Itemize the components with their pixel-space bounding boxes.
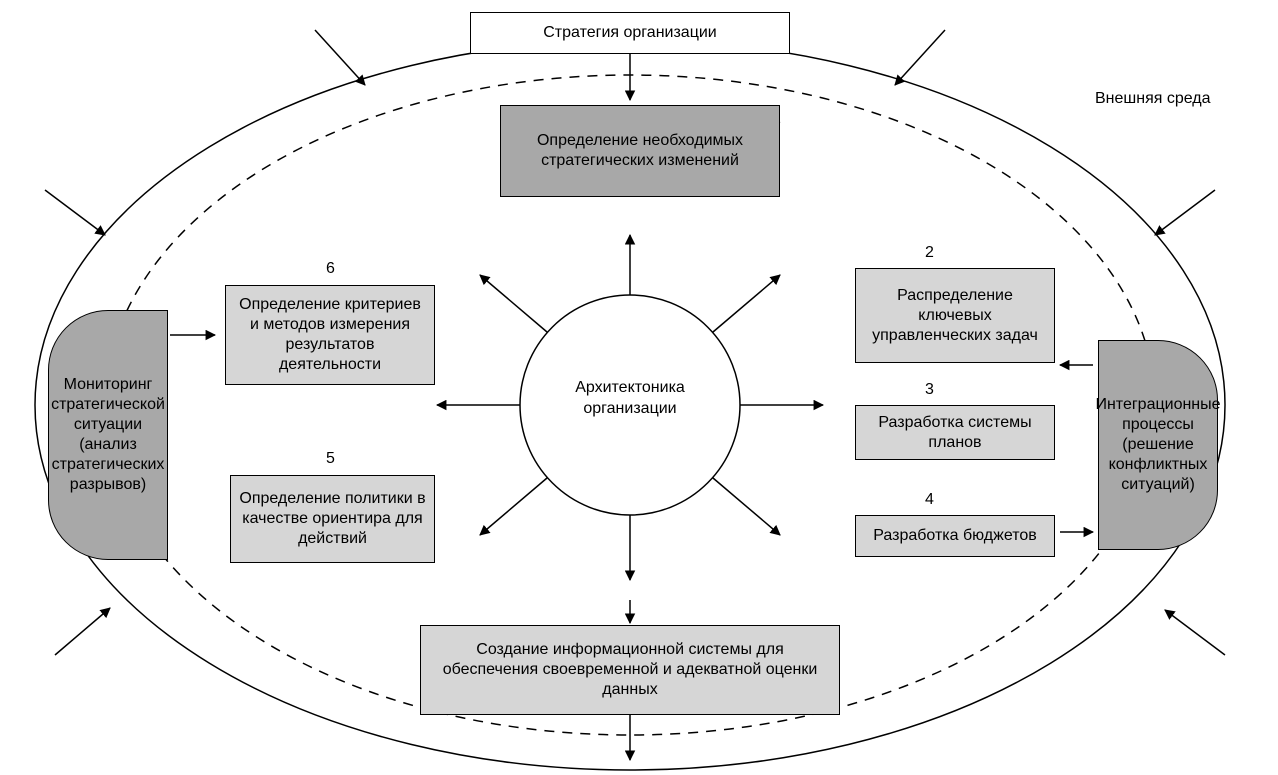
strategy-box: Стратегия организации [470,12,790,54]
node-5-label: Определение политики в качестве ориентир… [239,489,426,549]
node-6: Определение критериев и методов измерени… [225,285,435,385]
info-system-box: Создание информационной системы для обес… [420,625,840,715]
num-2: 2 [925,244,934,262]
right-integration-label: Интеграционные процессы (решение конфлик… [1095,395,1220,495]
left-monitoring-label: Мониторинг стратегической ситуации (анал… [51,375,165,495]
info-system-label: Создание информационной системы для обес… [429,640,831,700]
node-2-label: Распределение ключевых управленческих за… [864,286,1046,346]
diagram-stage: Внешняя среда Стратегия организации Архи… [0,0,1278,775]
num-4: 4 [925,491,934,509]
node-4: Разработка бюджетов [855,515,1055,557]
num-6: 6 [326,260,335,278]
node-6-label: Определение критериев и методов измерени… [234,295,426,375]
node-1: Определение необходимых стратегических и… [500,105,780,197]
node-3: Разработка системы планов [855,405,1055,460]
strategy-box-label: Стратегия организации [543,23,716,43]
right-integration-shape: Интеграционные процессы (решение конфлик… [1098,340,1218,550]
external-env-label: Внешняя среда [1095,90,1211,108]
center-circle-label: Архитектоника организации [540,378,720,420]
num-3: 3 [925,381,934,399]
node-3-label: Разработка системы планов [864,413,1046,453]
node-4-label: Разработка бюджетов [873,526,1037,546]
node-5: Определение политики в качестве ориентир… [230,475,435,563]
node-2: Распределение ключевых управленческих за… [855,268,1055,363]
node-1-label: Определение необходимых стратегических и… [509,131,771,171]
num-5: 5 [326,450,335,468]
left-monitoring-shape: Мониторинг стратегической ситуации (анал… [48,310,168,560]
